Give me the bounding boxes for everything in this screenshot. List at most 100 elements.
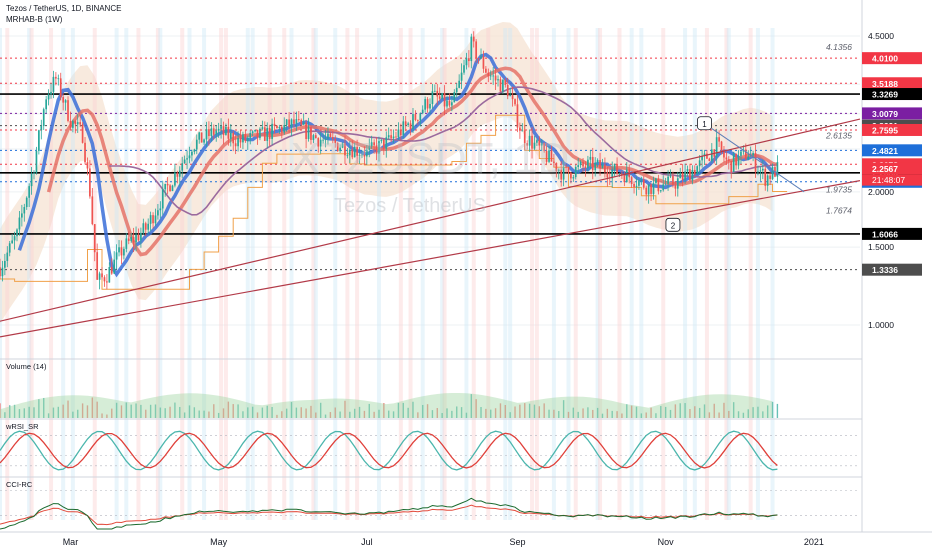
candle[interactable] <box>769 171 771 185</box>
candle[interactable] <box>84 136 86 165</box>
candle[interactable] <box>492 67 495 85</box>
candle[interactable] <box>174 163 176 188</box>
candle[interactable] <box>737 150 740 170</box>
candle[interactable] <box>356 139 358 164</box>
candle[interactable] <box>81 122 84 144</box>
candle[interactable] <box>494 67 497 91</box>
candle[interactable] <box>79 114 82 128</box>
candle[interactable] <box>735 153 737 170</box>
candle[interactable] <box>487 68 490 83</box>
candle[interactable] <box>164 183 167 197</box>
candle[interactable] <box>331 130 334 144</box>
candle[interactable] <box>135 226 137 252</box>
candle[interactable] <box>429 98 431 115</box>
candle[interactable] <box>601 158 604 169</box>
candle[interactable] <box>106 274 108 290</box>
candle[interactable] <box>344 135 346 164</box>
candle[interactable] <box>47 89 50 106</box>
candle[interactable] <box>698 155 701 175</box>
candle[interactable] <box>404 115 407 132</box>
candle[interactable] <box>307 117 310 142</box>
candle[interactable] <box>171 184 174 192</box>
candle[interactable] <box>390 130 392 142</box>
candle[interactable] <box>470 33 473 69</box>
candle[interactable] <box>708 157 711 162</box>
candle[interactable] <box>526 140 529 150</box>
candle[interactable] <box>261 120 264 131</box>
candle[interactable] <box>137 228 140 242</box>
candle[interactable] <box>550 145 553 162</box>
candle[interactable] <box>210 122 213 142</box>
candle[interactable] <box>222 121 225 145</box>
candle[interactable] <box>616 157 618 175</box>
candle[interactable] <box>370 135 373 149</box>
candle[interactable] <box>672 171 674 188</box>
candle[interactable] <box>574 164 577 180</box>
candle[interactable] <box>327 126 329 145</box>
candle[interactable] <box>154 208 157 227</box>
pane-title[interactable]: CCI-RC <box>6 480 33 489</box>
level-price-tag[interactable]: 3.3269 <box>862 88 922 101</box>
candle[interactable] <box>40 119 43 140</box>
candle[interactable] <box>686 165 689 177</box>
candle[interactable] <box>633 181 635 194</box>
candle[interactable] <box>417 119 419 125</box>
candle[interactable] <box>193 148 196 155</box>
candle[interactable] <box>434 84 436 93</box>
candle[interactable] <box>149 211 152 232</box>
candle[interactable] <box>399 123 402 141</box>
candle[interactable] <box>132 227 135 253</box>
candle[interactable] <box>271 118 273 145</box>
candle[interactable] <box>324 129 327 148</box>
candle[interactable] <box>266 122 269 149</box>
candle[interactable] <box>188 146 191 164</box>
candle[interactable] <box>339 144 341 153</box>
candle[interactable] <box>577 158 580 174</box>
candle[interactable] <box>288 112 290 134</box>
candle[interactable] <box>407 121 409 128</box>
candle[interactable] <box>103 275 106 287</box>
candle[interactable] <box>562 160 565 187</box>
candle[interactable] <box>208 121 210 146</box>
candle[interactable] <box>472 31 475 48</box>
candle[interactable] <box>42 107 45 130</box>
candle[interactable] <box>157 203 159 220</box>
candle[interactable] <box>596 158 599 168</box>
candle[interactable] <box>285 118 288 132</box>
candle[interactable] <box>431 83 434 109</box>
candle[interactable] <box>348 141 351 164</box>
candle[interactable] <box>346 148 349 159</box>
candle[interactable] <box>234 134 237 155</box>
candle[interactable] <box>64 99 67 111</box>
candle[interactable] <box>62 93 65 111</box>
candle[interactable] <box>570 171 572 184</box>
candle[interactable] <box>244 130 247 143</box>
candle[interactable] <box>363 146 366 165</box>
candle[interactable] <box>557 168 560 180</box>
candle[interactable] <box>161 180 164 216</box>
candle[interactable] <box>108 262 111 283</box>
candle[interactable] <box>740 151 742 165</box>
candle[interactable] <box>519 122 521 139</box>
candle[interactable] <box>446 95 448 109</box>
candle[interactable] <box>451 95 453 112</box>
candle[interactable] <box>426 97 429 113</box>
candle[interactable] <box>25 196 28 210</box>
pane-title[interactable]: Volume (14) <box>6 362 47 371</box>
candle[interactable] <box>125 233 128 253</box>
candle[interactable] <box>538 136 541 151</box>
level-price-tag[interactable]: 3.0079 <box>862 107 922 120</box>
candle[interactable] <box>72 119 74 133</box>
candle[interactable] <box>604 157 606 178</box>
candle[interactable] <box>441 92 443 100</box>
candle[interactable] <box>693 165 696 177</box>
candle[interactable] <box>0 258 1 279</box>
candle[interactable] <box>254 129 256 133</box>
candle[interactable] <box>297 111 300 122</box>
candle[interactable] <box>582 158 584 173</box>
candle[interactable] <box>650 183 652 202</box>
candle[interactable] <box>630 176 633 188</box>
candle[interactable] <box>419 112 422 127</box>
candle[interactable] <box>273 117 276 134</box>
